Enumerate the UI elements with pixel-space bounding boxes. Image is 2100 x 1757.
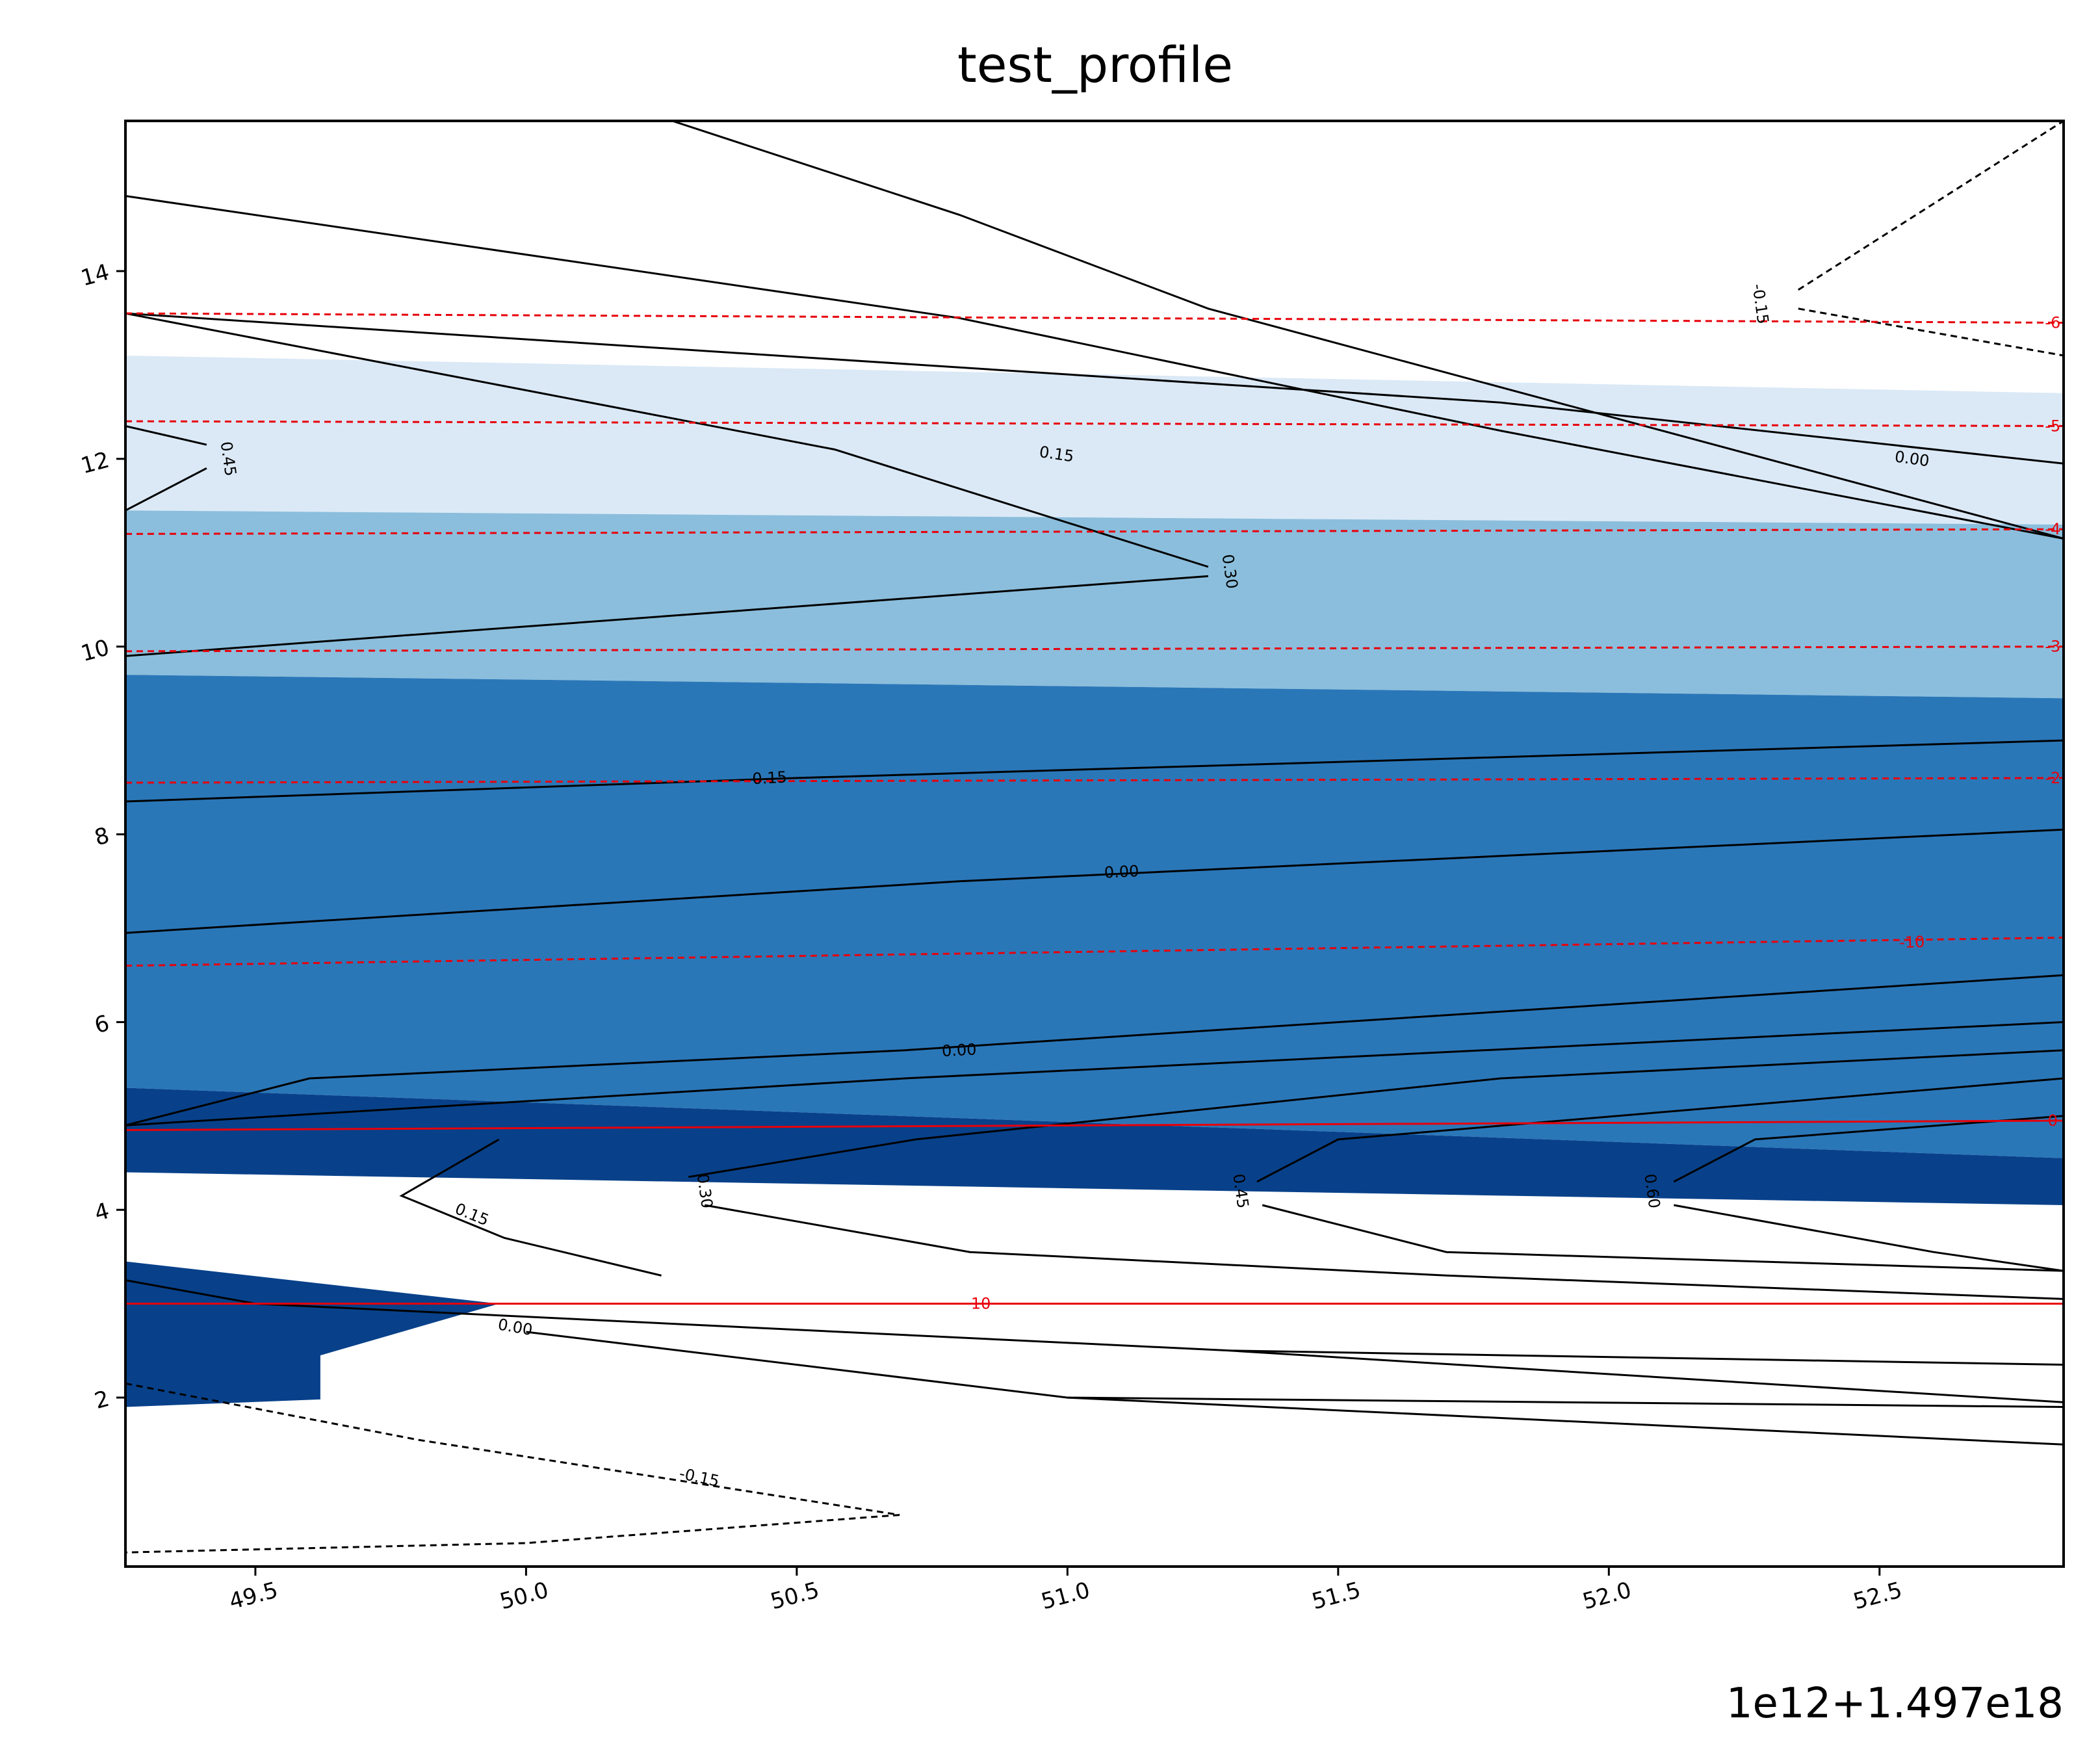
contour-line-14 [399, 1138, 662, 1277]
contour-line-17 [1674, 1204, 2064, 1272]
contour-line-15 [705, 1204, 2064, 1300]
contour-line-13 [1673, 1115, 2064, 1183]
contour-label-text: -6 [2045, 314, 2060, 332]
contour-line-10 [125, 1021, 2064, 1126]
contour-line-20 [1230, 1349, 2064, 1403]
contour-label-text: -5 [2045, 417, 2060, 435]
contour-line-3 [125, 424, 207, 446]
x-axis-offset-label: 1e12+1.497e18 [1726, 1680, 2064, 1728]
red-contour-line-1 [125, 420, 2064, 427]
red-contour-line-5 [125, 936, 2064, 967]
contour-label-text: -2 [2045, 769, 2060, 787]
plot-frame [124, 120, 2065, 1568]
contour-line-2 [125, 312, 2064, 465]
contour-line-18 [125, 1279, 2064, 1366]
contour-line-25 [1798, 307, 2064, 357]
chart-title: test_profile [957, 36, 1233, 94]
red-contour-line-2 [125, 528, 2064, 535]
contour-line-6 [125, 575, 1209, 657]
contour-line-7 [125, 739, 2064, 803]
contour-label-18: -4 [2045, 520, 2060, 538]
contour-line-4 [125, 467, 207, 512]
contour-line-11 [688, 1049, 2064, 1178]
contour-line-24 [1797, 121, 2064, 291]
contour-line-9 [125, 974, 2064, 1126]
red-contour-line-3 [125, 645, 2064, 653]
contour-label-text: -3 [2045, 638, 2060, 656]
filled-region-3 [125, 1087, 2064, 1205]
contour-label-text: 0.00 [1104, 862, 1139, 882]
filled-region-0 [125, 356, 2064, 525]
contour-line-0 [671, 121, 2064, 540]
contour-line-12 [1256, 1077, 2064, 1183]
contour-label-text: 0 [2048, 1112, 2058, 1130]
plot-area [125, 121, 2064, 1554]
red-contour-line-6 [125, 1119, 2064, 1131]
contour-line-5 [125, 312, 1209, 568]
contour-label-text: 0.15 [752, 768, 788, 788]
contour-label-16: -6 [2045, 314, 2060, 332]
contour-label-17: -5 [2045, 417, 2060, 435]
contour-label-20: -2 [2045, 769, 2060, 787]
filled-region-1 [125, 510, 2064, 699]
contour-label-21: 0 [2048, 1112, 2058, 1130]
red-contour-line-4 [125, 777, 2064, 784]
contour-line-8 [125, 828, 2064, 934]
contour-label-text: -4 [2045, 520, 2060, 538]
filled-region-2 [125, 675, 2064, 1158]
contour-line-1 [125, 195, 2064, 540]
contour-label-14: 10 [971, 1295, 991, 1313]
contour-line-16 [1262, 1204, 2064, 1272]
contour-line-23 [125, 1514, 900, 1554]
contour-label-text: -10 [1899, 933, 1925, 952]
contour-label-15: -10 [1899, 933, 1925, 952]
contour-label-19: -3 [2045, 638, 2060, 656]
contour-label-text: 10 [971, 1295, 991, 1313]
contour-label-4: 0.15 [752, 768, 788, 788]
contour-label-5: 0.00 [1104, 862, 1139, 882]
red-contour-line-0 [125, 312, 2064, 324]
contour-line-22 [125, 1382, 900, 1516]
contour-label-6: 0.00 [941, 1040, 977, 1060]
contour-label-text: 0.00 [941, 1040, 977, 1060]
contour-line-21 [1067, 1396, 2064, 1408]
